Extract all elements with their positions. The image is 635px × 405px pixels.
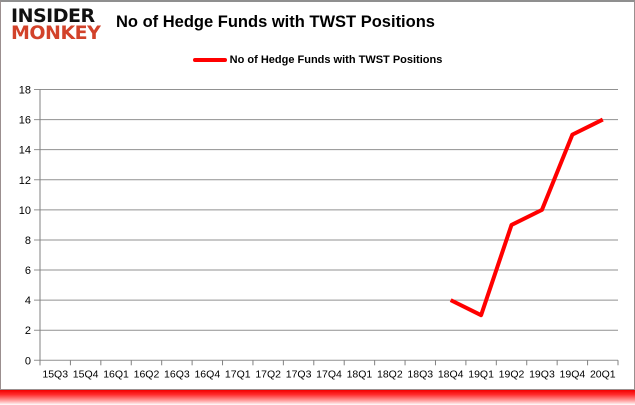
x-tick-label: 18Q4 <box>438 368 464 380</box>
x-tick-label: 19Q1 <box>468 368 494 380</box>
x-tick-label: 17Q1 <box>225 368 251 380</box>
x-tick-label: 17Q3 <box>286 368 312 380</box>
y-tick-label: 8 <box>25 235 31 247</box>
x-tick-label: 17Q4 <box>316 368 342 380</box>
chart-title: No of Hedge Funds with TWST Positions <box>116 13 435 31</box>
x-tick-label: 17Q2 <box>255 368 281 380</box>
x-tick-label: 15Q4 <box>73 368 99 380</box>
x-tick-label: 15Q3 <box>42 368 68 380</box>
x-tick-label: 19Q4 <box>560 368 586 380</box>
series-line <box>449 117 604 318</box>
x-tick-label: 19Q3 <box>529 368 555 380</box>
x-tick-label: 19Q2 <box>499 368 525 380</box>
x-tick-label: 20Q1 <box>590 368 616 380</box>
y-tick-label: 16 <box>19 115 31 127</box>
logo-line-insider: INSIDER <box>11 5 95 27</box>
y-tick-label: 10 <box>19 205 31 217</box>
x-tick-label: 18Q3 <box>407 368 433 380</box>
x-tick-label: 16Q3 <box>164 368 190 380</box>
x-tick-label: 18Q1 <box>347 368 373 380</box>
y-tick-label: 0 <box>25 355 31 367</box>
legend: No of Hedge Funds with TWST Positions <box>1 54 634 66</box>
chart-plot: 0 2 4 6 8 10 12 14 16 18 15Q3 15Q4 16Q1 16Q2 16Q3 16Q4 1… <box>19 85 619 380</box>
bottom-red-bar <box>0 390 635 405</box>
y-tick-label: 14 <box>19 145 31 157</box>
y-tick-label: 6 <box>25 265 31 277</box>
chart-frame: INSIDER MONKEY No of Hedge Funds with TW… <box>0 0 635 390</box>
y-tick-label: 4 <box>25 295 31 307</box>
legend-label: No of Hedge Funds with TWST Positions <box>229 54 443 66</box>
insider-monkey-logo: INSIDER MONKEY <box>11 5 101 45</box>
x-tick-label: 18Q2 <box>377 368 403 380</box>
y-tick-label: 18 <box>19 85 31 97</box>
x-tick-label: 16Q4 <box>194 368 220 380</box>
legend-line-swatch <box>192 58 227 62</box>
x-tick-label: 16Q1 <box>103 368 129 380</box>
logo-line-monkey: MONKEY <box>11 22 101 45</box>
y-tick-label: 2 <box>25 325 31 337</box>
x-tick-label: 16Q2 <box>134 368 160 380</box>
y-tick-label: 12 <box>19 175 31 187</box>
